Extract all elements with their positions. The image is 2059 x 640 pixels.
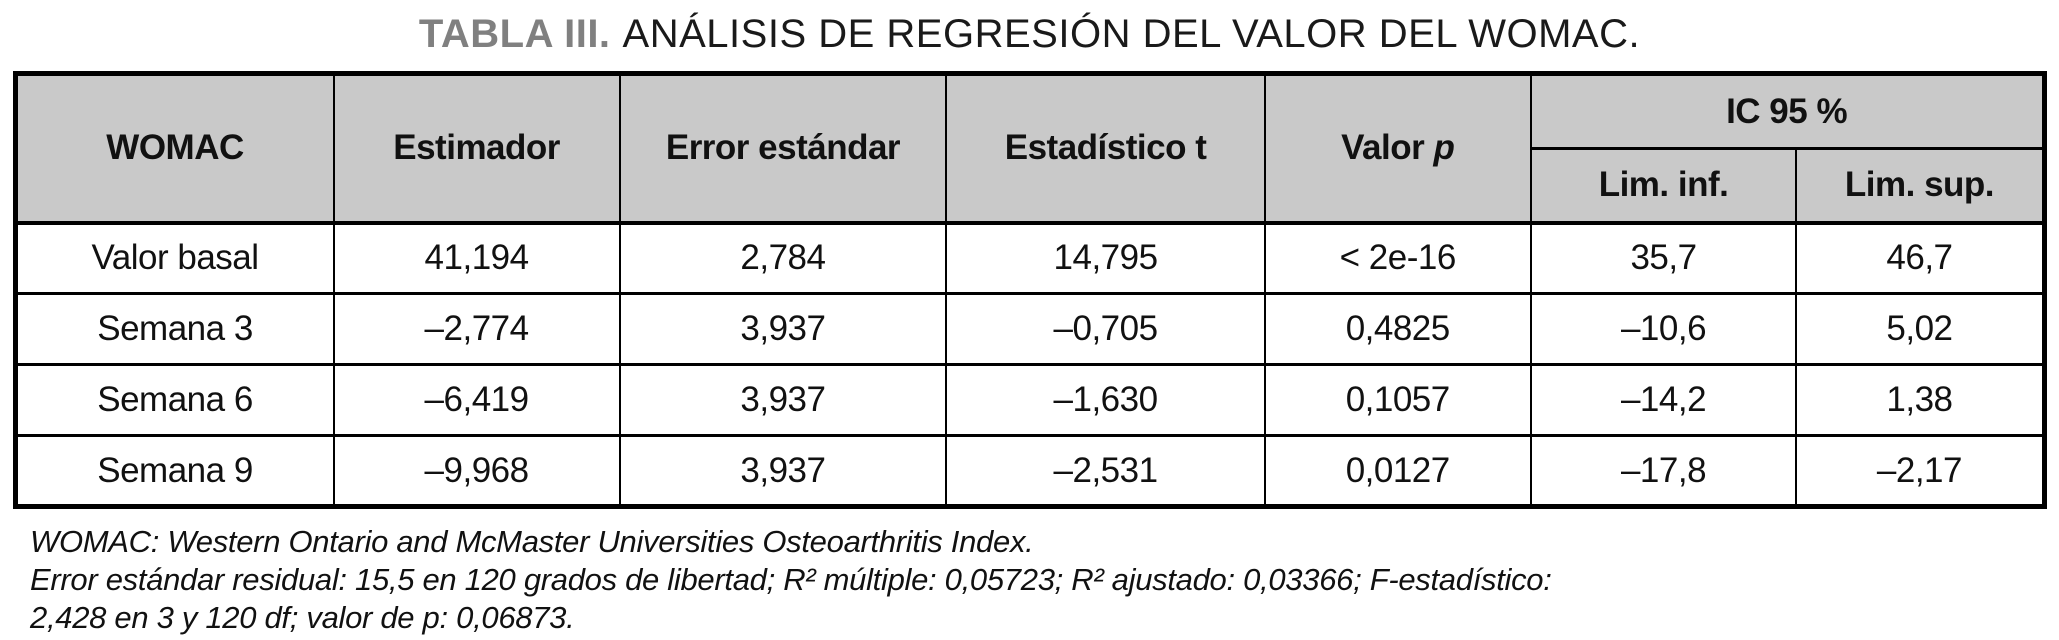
cell-row-label: Semana 6	[14, 363, 335, 437]
col-header-lim-sup: Lim. sup.	[1795, 147, 2045, 224]
cell-error-estandar: 3,937	[618, 292, 948, 366]
valor-p-symbol: p	[1433, 128, 1455, 168]
cell-error-estandar: 2,784	[618, 221, 948, 295]
cell-row-label: Valor basal	[14, 221, 335, 295]
table-row-semana-9: Semana 9 –9,968 3,937 –2,531 0,0127 –17,…	[14, 434, 2045, 508]
table-header: WOMAC Estimador Error estándar Estadísti…	[14, 72, 2046, 224]
table-title: TABLA III. ANÁLISIS DE REGRESIÓN DEL VALO…	[0, 0, 2059, 57]
col-header-lim-inf: Lim. inf.	[1529, 147, 1798, 224]
cell-error-estandar: 3,937	[618, 363, 948, 437]
cell-lim-inf: 35,7	[1529, 221, 1798, 295]
col-header-ic95: IC 95 %	[1529, 72, 2046, 150]
cell-estadistico-t: –1,630	[945, 363, 1266, 437]
cell-valor-p: 0,1057	[1263, 363, 1532, 437]
valor-p-prefix: Valor	[1341, 128, 1425, 168]
cell-estimador: –9,968	[332, 434, 621, 508]
col-header-valor-p: Valor p	[1263, 72, 1532, 224]
table-row-semana-3: Semana 3 –2,774 3,937 –0,705 0,4825 –10,…	[14, 292, 2045, 366]
regression-table: WOMAC Estimador Error estándar Estadísti…	[12, 71, 2047, 509]
cell-lim-sup: –2,17	[1795, 434, 2045, 508]
cell-estadistico-t: –0,705	[945, 292, 1266, 366]
col-header-womac: WOMAC	[14, 72, 335, 224]
cell-lim-inf: –14,2	[1529, 363, 1798, 437]
cell-estimador: –2,774	[332, 292, 621, 366]
header-row-sub: Lim. inf. Lim. sup.	[15, 147, 2045, 224]
cell-row-label: Semana 3	[14, 292, 335, 366]
cell-lim-sup: 46,7	[1795, 221, 2045, 295]
cell-row-label: Semana 9	[14, 434, 335, 508]
footnote-model-stats-2: 2,428 en 3 y 120 df; valor de p: 0,06873…	[30, 599, 575, 635]
cell-valor-p: < 2e-16	[1263, 221, 1532, 295]
cell-lim-inf: –17,8	[1529, 434, 1798, 508]
table-row-semana-6: Semana 6 –6,419 3,937 –1,630 0,1057 –14,…	[14, 363, 2045, 437]
footnote-womac-definition: WOMAC: Western Ontario and McMaster Univ…	[30, 524, 1034, 559]
table-body: Valor basal 41,194 2,784 14,795 < 2e-16 …	[14, 221, 2045, 508]
footnote-model-stats-1: Error estándar residual: 15,5 en 120 gra…	[30, 561, 1552, 597]
cell-valor-p: 0,0127	[1263, 434, 1532, 508]
cell-lim-inf: –10,6	[1529, 292, 1798, 366]
col-header-error-estandar: Error estándar	[618, 72, 948, 224]
cell-valor-p: 0,4825	[1263, 292, 1532, 366]
cell-estadistico-t: 14,795	[945, 221, 1266, 295]
cell-error-estandar: 3,937	[618, 434, 948, 508]
cell-lim-sup: 1,38	[1795, 363, 2045, 437]
table-row-valor-basal: Valor basal 41,194 2,784 14,795 < 2e-16 …	[14, 221, 2045, 295]
col-header-estadistico-t: Estadístico t	[945, 72, 1266, 224]
table-title-label: TABLA III.	[418, 12, 611, 56]
cell-estimador: 41,194	[332, 221, 621, 295]
col-header-estimador: Estimador	[332, 72, 621, 224]
cell-estadistico-t: –2,531	[945, 434, 1266, 508]
header-row-main: WOMAC Estimador Error estándar Estadísti…	[14, 72, 2046, 224]
cell-lim-sup: 5,02	[1795, 292, 2045, 366]
table-footnotes: WOMAC: Western Ontario and McMaster Univ…	[30, 523, 2059, 636]
cell-estimador: –6,419	[332, 363, 621, 437]
table-title-text: ANÁLISIS DE REGRESIÓN DEL VALOR DEL WOMA…	[622, 12, 1641, 56]
